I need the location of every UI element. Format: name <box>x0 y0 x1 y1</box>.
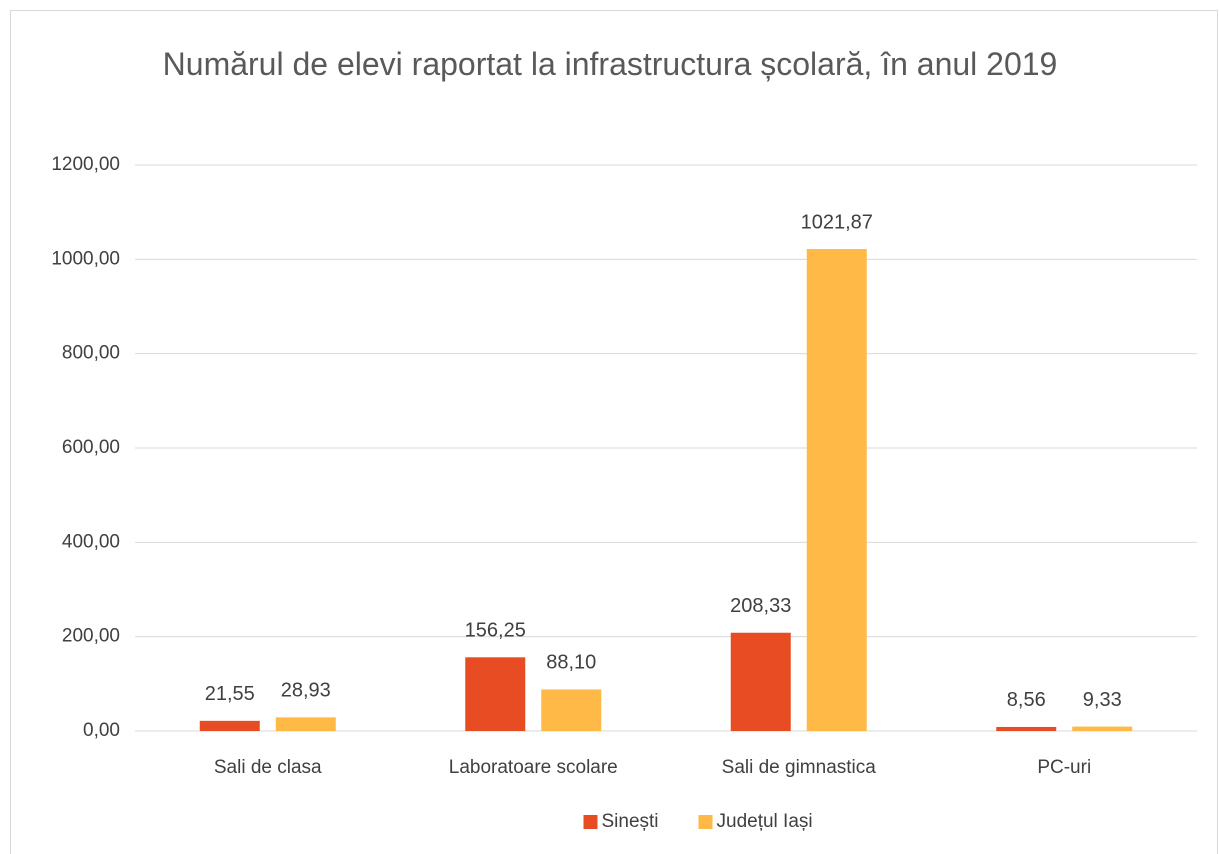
bar <box>541 689 602 731</box>
x-tick-label: Laboratoare scolare <box>449 757 618 778</box>
y-tick-label: 800,00 <box>62 343 120 364</box>
bar <box>275 717 336 731</box>
bar <box>806 249 867 731</box>
data-label: 21,55 <box>205 683 255 705</box>
chart-border <box>10 10 1218 854</box>
data-label: 28,93 <box>281 680 331 702</box>
data-label: 9,33 <box>1083 689 1122 711</box>
bar <box>199 720 260 731</box>
y-tick-label: 1200,00 <box>51 154 120 175</box>
bar <box>730 632 791 731</box>
data-label: 88,10 <box>546 652 596 674</box>
y-tick-label: 400,00 <box>62 531 120 552</box>
data-label: 208,33 <box>730 595 791 617</box>
y-tick-label: 200,00 <box>62 626 120 647</box>
x-tick-label: Sali de clasa <box>214 757 322 778</box>
data-label: 156,25 <box>465 620 526 642</box>
chart-title: Numărul de elevi raportat la infrastruct… <box>162 46 1058 82</box>
bar <box>465 657 526 731</box>
legend-label: Județul Iași <box>717 811 813 832</box>
y-tick-label: 600,00 <box>62 437 120 458</box>
data-label: 1021,87 <box>801 211 873 233</box>
legend-label: Sinești <box>602 811 659 832</box>
legend-swatch <box>583 815 598 829</box>
bar <box>996 726 1057 731</box>
x-tick-label: Sali de gimnastica <box>722 757 877 778</box>
x-tick-label: PC-uri <box>1037 757 1091 778</box>
data-label: 8,56 <box>1007 689 1046 711</box>
y-tick-label: 0,00 <box>83 720 120 741</box>
legend-swatch <box>698 815 713 829</box>
bar <box>1072 726 1133 731</box>
y-tick-label: 1000,00 <box>51 248 120 269</box>
